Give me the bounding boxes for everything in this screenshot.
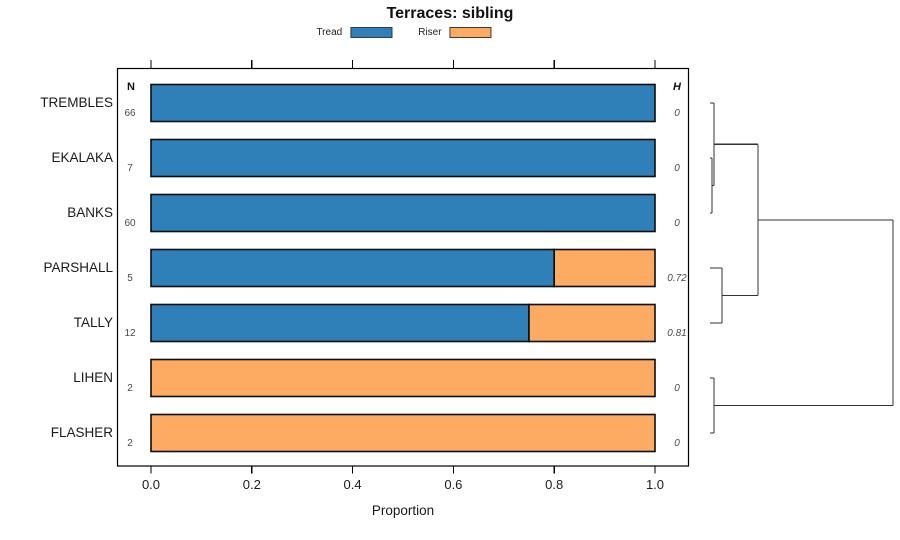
row-label: TALLY	[73, 315, 113, 330]
bar-segment-tread	[150, 83, 656, 123]
legend-label-tread: Tread	[316, 27, 343, 38]
row-h-value: 0	[674, 438, 680, 449]
x-tick-label: 0.8	[545, 477, 564, 492]
x-tick-label: 0.2	[242, 477, 261, 492]
x-axis-label: Proportion	[371, 503, 435, 518]
legend-label-riser: Riser	[418, 27, 442, 38]
x-tick-label: 0.0	[141, 477, 161, 492]
row-label: PARSHALL	[43, 260, 113, 275]
legend-swatch-tread	[350, 27, 393, 38]
bar-segment-riser	[150, 413, 656, 453]
axis-tick-marks	[150, 60, 656, 474]
row-label: FLASHER	[50, 425, 113, 440]
row-n-value: 7	[127, 163, 133, 174]
n-column-header: N	[127, 81, 135, 93]
row-n-value: 2	[127, 438, 133, 449]
legend-item-riser: Riser	[418, 27, 492, 38]
row-h-value: 0.81	[667, 328, 687, 339]
bar-segment-tread	[150, 138, 656, 178]
row-label: LIHEN	[73, 370, 113, 385]
legend: Tread Riser	[316, 27, 492, 38]
row-h-value: 0.72	[667, 273, 687, 284]
x-tick-label: 1.0	[645, 477, 665, 492]
row-h-value: 0	[674, 163, 680, 174]
row-n-value: 5	[127, 273, 133, 284]
row-n-value: 60	[124, 218, 136, 229]
row-h-value: 0	[674, 383, 680, 394]
row-n-value: 12	[124, 328, 136, 339]
legend-swatch-riser	[449, 27, 492, 38]
stacked-bars	[150, 83, 656, 453]
bar-segment-tread	[150, 248, 556, 288]
legend-item-tread: Tread	[316, 27, 393, 38]
x-tick-label: 0.6	[444, 477, 463, 492]
x-tick-label: 0.4	[343, 477, 362, 492]
h-column-header: H	[673, 81, 681, 93]
bar-segment-tread	[150, 193, 656, 233]
dendrogram	[710, 102, 894, 434]
bar-segment-tread	[150, 303, 530, 343]
bar-segment-riser	[528, 303, 656, 343]
row-h-value: 0	[674, 218, 680, 229]
row-n-value: 2	[127, 383, 133, 394]
bar-segment-riser	[150, 358, 656, 398]
row-n-value: 66	[124, 108, 136, 119]
bar-segment-riser	[553, 248, 656, 288]
row-label: TREMBLES	[40, 95, 113, 110]
chart-title: Terraces: sibling	[386, 5, 514, 22]
row-h-value: 0	[674, 108, 680, 119]
row-label: EKALAKA	[51, 150, 113, 165]
plot-box-border	[116, 67, 690, 467]
row-label: BANKS	[67, 205, 113, 220]
